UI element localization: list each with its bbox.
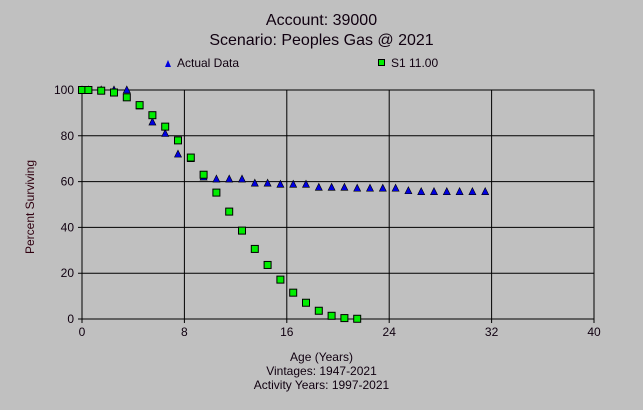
s1-point: [302, 298, 310, 307]
legend-item-actual: Actual Data: [165, 56, 239, 70]
actual-data-point: [353, 183, 362, 192]
s1-point: [289, 288, 298, 297]
x-tick-label: 16: [280, 325, 294, 339]
legend-label: S1 11.00: [391, 56, 439, 70]
y-tick-label: 0: [67, 312, 74, 326]
x-tick-label: 8: [181, 325, 188, 339]
actual-data-point: [302, 179, 310, 188]
y-tick-label: 80: [61, 129, 75, 143]
legend-item-s1: S1 11.00: [378, 56, 438, 70]
triangle-marker-icon: [165, 60, 171, 67]
x-axis-label: Age (Years): [290, 350, 353, 364]
actual-data-point: [430, 187, 438, 195]
actual-data-point: [148, 117, 157, 126]
x-tick-label: 0: [79, 325, 86, 339]
s1-point: [353, 314, 362, 323]
s1-point: [225, 207, 234, 216]
actual-data-point: [404, 186, 413, 195]
actual-data-point: [391, 183, 400, 192]
s1-point: [212, 188, 221, 197]
actual-data-point: [122, 85, 131, 94]
actual-data-point: [250, 178, 259, 187]
actual-data-point: [161, 128, 170, 137]
plot-border: [81, 89, 595, 320]
vintages-note: Vintages: 1947-2021: [266, 364, 377, 378]
s1-point: [327, 311, 336, 320]
actual-data-point: [289, 179, 298, 188]
s1-point: [238, 226, 246, 235]
y-tick-label: 20: [61, 266, 75, 280]
s1-point: [276, 275, 285, 284]
actual-data-point: [327, 182, 336, 191]
actual-data-point: [468, 187, 477, 195]
actual-data-point: [225, 174, 234, 183]
s1-point: [110, 88, 118, 97]
x-tick-label: 40: [587, 325, 601, 339]
square-marker-icon: [378, 59, 385, 66]
actual-data-point: [263, 178, 272, 187]
actual-data-point: [238, 174, 246, 183]
actual-data-point: [442, 187, 451, 195]
s1-point: [250, 244, 259, 253]
s1-point: [340, 314, 349, 323]
actual-data-point: [212, 174, 221, 183]
s1-point: [314, 306, 323, 315]
actual-data-point: [276, 179, 285, 188]
s1-point: [148, 111, 157, 120]
activity-years-note: Activity Years: 1997-2021: [253, 378, 390, 392]
x-tick-label: 24: [383, 325, 397, 339]
actual-data-point: [481, 187, 490, 195]
s1-point: [161, 122, 170, 131]
chart-title: Account: 39000: [265, 12, 378, 29]
s1-point: [186, 153, 195, 162]
s1-point: [97, 86, 106, 95]
y-tick-label: 40: [61, 220, 75, 234]
s1-point: [263, 260, 272, 269]
s1-point: [84, 86, 93, 94]
s1-point: [135, 101, 144, 110]
s1-point: [122, 93, 131, 102]
actual-data-point: [455, 187, 464, 195]
actual-data-point: [314, 182, 323, 191]
y-tick-label: 100: [54, 83, 74, 97]
legend-label: Actual Data: [177, 56, 240, 70]
actual-data-point: [417, 187, 426, 195]
actual-data-point: [378, 183, 387, 192]
y-tick-label: 60: [61, 175, 75, 189]
x-tick-label: 32: [485, 325, 499, 339]
chart-subtitle: Scenario: Peoples Gas @ 2021: [209, 32, 434, 49]
s1-point: [199, 170, 208, 179]
actual-data-point: [340, 182, 349, 191]
s1-point: [174, 136, 182, 145]
actual-data-point: [366, 183, 374, 192]
actual-data-point: [174, 149, 182, 158]
